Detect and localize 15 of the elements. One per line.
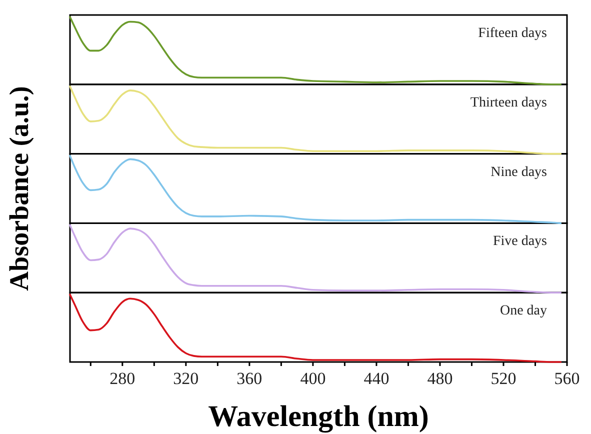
- text: Nine days: [490, 164, 547, 180]
- text: Five days: [492, 234, 547, 250]
- x-axis-title: Wavelength (nm): [208, 400, 429, 433]
- text: One day: [500, 304, 547, 319]
- x-tick-label: 360: [236, 369, 262, 388]
- x-tick-label: 400: [300, 369, 326, 388]
- x-tick-label: 440: [364, 369, 390, 388]
- x-tick-label: 320: [173, 369, 199, 388]
- x-tick-label: 560: [554, 369, 580, 388]
- text: Thirteen days: [470, 95, 547, 110]
- x-tick-label: 480: [427, 369, 453, 388]
- y-axis-title: Absorbance (a.u.): [4, 86, 34, 291]
- x-tick-label: 520: [490, 369, 516, 388]
- text: Fifteen days: [478, 26, 547, 41]
- x-tick-label: 280: [110, 369, 136, 388]
